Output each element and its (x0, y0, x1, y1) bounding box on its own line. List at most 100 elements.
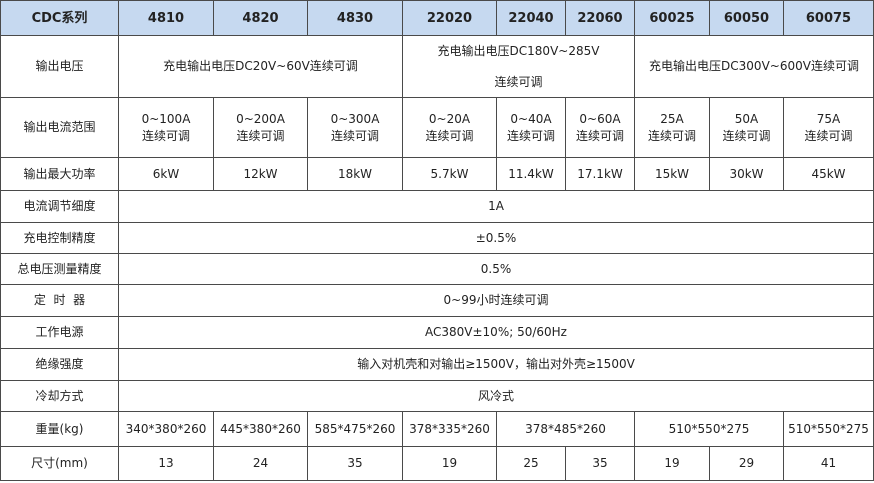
cell-text: 0~60A (579, 111, 621, 126)
cell-text: 45kW (811, 166, 846, 181)
cell-text: AC380V±10%; 50/60Hz (425, 325, 567, 339)
cell-text: 0~99小时连续可调 (443, 293, 549, 307)
row-label: 冷却方式 (0, 380, 119, 412)
cell-text: 0~40A (510, 111, 552, 126)
header-row: CDC系列 4810 4820 4830 22020 22040 22060 60025 60… (0, 0, 874, 36)
cell: 18kW (307, 157, 403, 191)
row-label: 输出最大功率 (0, 157, 119, 191)
row-weight: 重量(kg) 340*380*260 445*380*260 585*475*260 3… (0, 411, 874, 447)
cell: 输入对机壳和对输出≥1500V，输出对外壳≥1500V (118, 348, 874, 381)
cell-text: 24 (252, 456, 269, 470)
cell: 15kW (634, 157, 710, 191)
cell: 6kW (118, 157, 214, 191)
row-power-supply: 工作电源 AC380V±10%; 50/60Hz (0, 316, 874, 349)
cell: 585*475*260 (307, 411, 403, 447)
model-header-4820: 4820 (213, 0, 308, 36)
cell: 445*380*260 (213, 411, 308, 447)
cell-text: 6kW (152, 166, 180, 181)
series-header: CDC系列 (0, 0, 119, 36)
row-label: 充电控制精度 (0, 222, 119, 254)
cell-text: 0~200A (236, 111, 285, 126)
cell: 19 (634, 446, 710, 481)
cell: 0~100A 连续可调 (118, 97, 214, 158)
cell-text: ±0.5% (475, 230, 517, 245)
cell-text: 35 (347, 456, 363, 470)
cell: 0.5% (118, 253, 874, 285)
cell-text: 585*475*260 (314, 421, 396, 436)
cell-text: 充电输出电压DC300V~600V连续可调 (649, 59, 859, 73)
model-header-60050: 60050 (709, 0, 784, 36)
cell: 29 (709, 446, 784, 481)
cell-text: 连续可调 (425, 128, 474, 143)
row-label: 重量(kg) (0, 411, 119, 447)
cell: 510*550*275 (783, 411, 874, 447)
cell-text: 35 (592, 456, 608, 470)
cell: AC380V±10%; 50/60Hz (118, 316, 874, 349)
cell-text: 378*335*260 (409, 421, 490, 436)
cell-text: 0~300A (330, 111, 380, 126)
row-label: 输出电压 (0, 35, 119, 98)
cell: 41 (783, 446, 874, 481)
cell-text: 445*380*260 (220, 421, 301, 436)
cell-text: 充电输出电压DC180V~285V (437, 43, 600, 58)
cell: 0~20A 连续可调 (402, 97, 497, 158)
row-output-voltage: 输出电压 充电输出电压DC20V~60V连续可调 充电输出电压DC180V~285V… (0, 35, 874, 98)
cell: 充电输出电压DC20V~60V连续可调 (118, 35, 403, 98)
cell-text: 风冷式 (477, 388, 514, 403)
cell-text: 19 (664, 456, 680, 470)
row-label: 尺寸(mm) (0, 446, 119, 481)
cell-text: 连续可调 (575, 128, 624, 143)
row-label: 定 时 器 (0, 284, 119, 317)
cell-text: 1A (488, 199, 504, 213)
cell: 340*380*260 (118, 411, 214, 447)
model-header-4830: 4830 (307, 0, 403, 36)
cell-text: 17.1kW (577, 166, 623, 181)
cell-text: 75A (816, 111, 841, 126)
model-header-22040: 22040 (496, 0, 566, 36)
row-label: 绝缘强度 (0, 348, 119, 381)
row-cooling: 冷却方式 风冷式 (0, 380, 874, 412)
cell: 45kW (783, 157, 874, 191)
cell: 378*485*260 (496, 411, 635, 447)
row-voltage-accuracy: 总电压测量精度 0.5% (0, 253, 874, 285)
model-header-60025: 60025 (634, 0, 710, 36)
cell: 11.4kW (496, 157, 566, 191)
row-label: 输出电流范围 (0, 97, 119, 158)
row-label: 工作电源 (0, 316, 119, 349)
cell: 17.1kW (565, 157, 635, 191)
row-insulation: 绝缘强度 输入对机壳和对输出≥1500V，输出对外壳≥1500V (0, 348, 874, 381)
cell: 25A 连续可调 (634, 97, 710, 158)
cell: 50A 连续可调 (709, 97, 784, 158)
cell-text: 378*485*260 (525, 421, 606, 436)
cell: 0~99小时连续可调 (118, 284, 874, 317)
cell: 24 (213, 446, 308, 481)
cell: 12kW (213, 157, 308, 191)
cell: 75A 连续可调 (783, 97, 874, 158)
cell-text: 15kW (654, 166, 690, 181)
model-header-4810: 4810 (118, 0, 214, 36)
cell-text: 0~20A (428, 111, 471, 126)
cell-text: 连续可调 (506, 128, 555, 143)
model-header-22060: 22060 (565, 0, 635, 36)
cell-text: 充电输出电压DC20V~60V连续可调 (163, 59, 358, 73)
cell-text: 连续可调 (494, 74, 543, 89)
row-output-current: 输出电流范围 0~100A 连续可调 0~200A 连续可调 0~300A 连续可调 0~20… (0, 97, 874, 158)
row-label: 总电压测量精度 (0, 253, 119, 285)
cell: ±0.5% (118, 222, 874, 254)
row-max-power: 输出最大功率 6kW 12kW 18kW 5.7kW 11.4kW 17.1kW 15kW 30… (0, 157, 874, 191)
cell-text: 0.5% (480, 261, 512, 276)
cell-text: 12kW (243, 166, 278, 181)
cell: 35 (565, 446, 635, 481)
cell: 0~60A 连续可调 (565, 97, 635, 158)
row-charge-accuracy: 充电控制精度 ±0.5% (0, 222, 874, 254)
cell-text: 29 (738, 456, 755, 470)
cell: 35 (307, 446, 403, 481)
model-header-22020: 22020 (402, 0, 497, 36)
cell-text: 连续可调 (722, 128, 771, 143)
cell-text: 340*380*260 (125, 421, 207, 436)
cell-text: 输入对机壳和对输出≥1500V，输出对外壳≥1500V (357, 357, 635, 371)
cell-text: 连续可调 (330, 128, 379, 143)
cell-text: 0~100A (141, 111, 191, 126)
cell: 0~300A 连续可调 (307, 97, 403, 158)
